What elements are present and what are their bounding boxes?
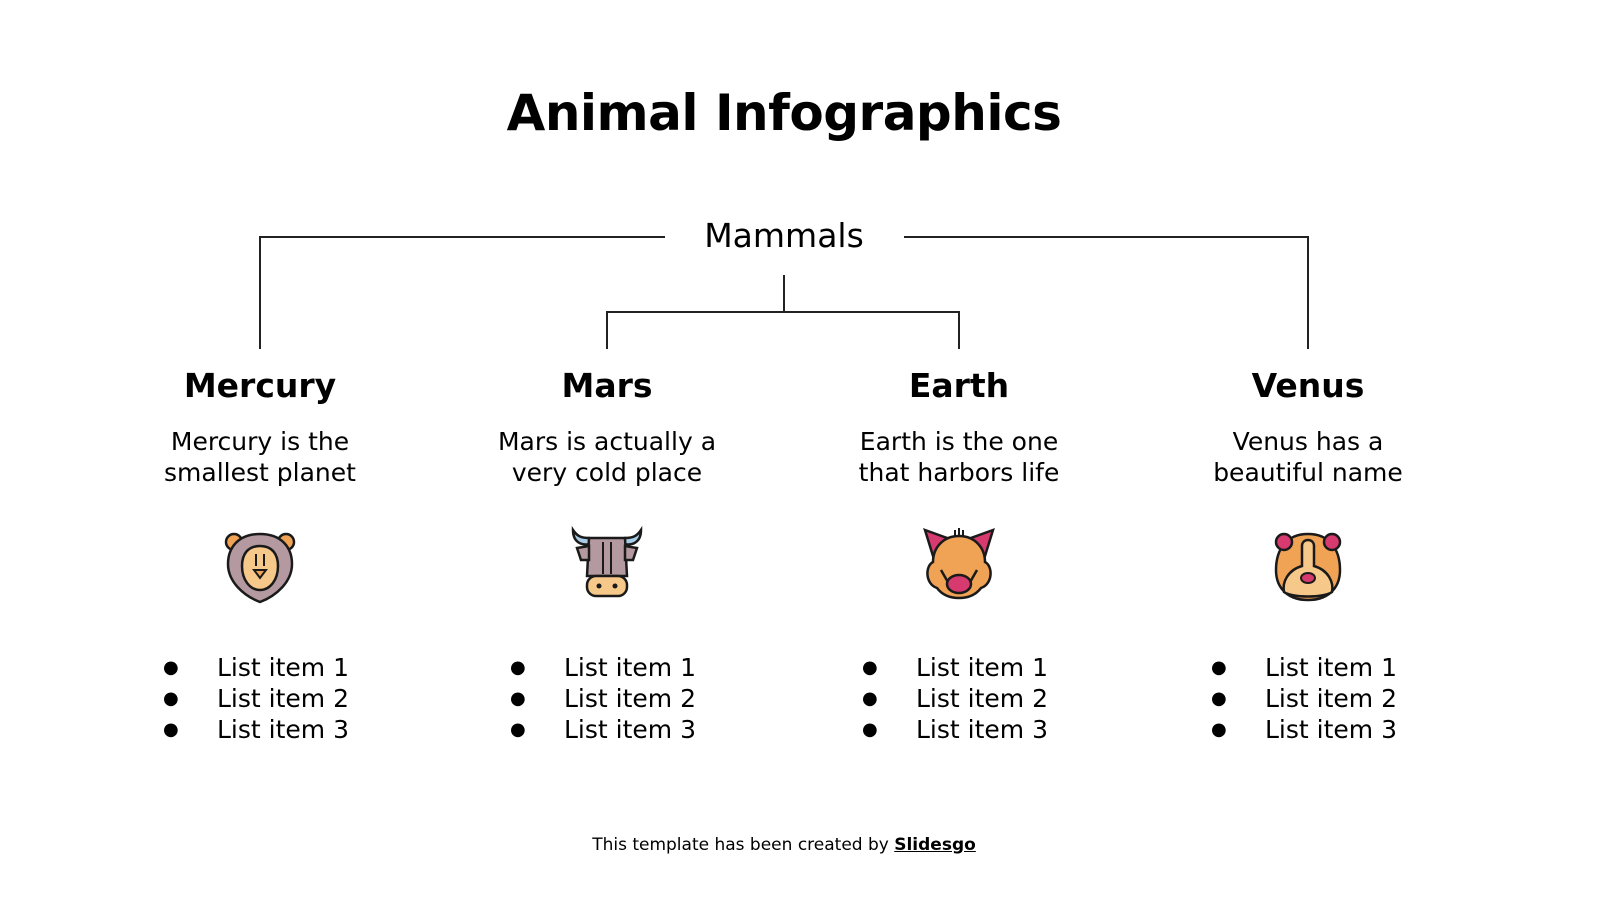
connector-line (904, 236, 1309, 238)
list-item: List item 2 (95, 683, 425, 714)
footer-credit: This template has been created by Slides… (592, 835, 976, 855)
list-item: List item 2 (1143, 683, 1473, 714)
root-node-label: Mammals (704, 216, 864, 255)
connector-line (1307, 236, 1309, 349)
connector-line (783, 275, 785, 313)
connector-line (259, 236, 261, 349)
column-heading: Mars (561, 366, 653, 405)
list-item: List item 3 (95, 714, 425, 745)
bullet-list: List item 1 List item 2 List item 3 (1143, 652, 1473, 745)
connector-line (606, 311, 960, 313)
column-description: Mars is actually a very cold place (497, 427, 717, 487)
bullet-list: List item 1 List item 2 List item 3 (95, 652, 425, 745)
column-heading: Earth (908, 366, 1010, 405)
boar-icon (923, 527, 995, 600)
column-heading: Venus (1251, 366, 1365, 405)
bullet-list: List item 1 List item 2 List item 3 (794, 652, 1124, 745)
list-item: List item 1 (1143, 652, 1473, 683)
list-item: List item 3 (794, 714, 1124, 745)
column-description: Venus has a beautiful name (1213, 427, 1403, 487)
page-title: Animal Infographics (506, 84, 1062, 142)
bull-icon (571, 525, 643, 598)
column-heading: Mercury (183, 366, 337, 405)
connector-line (259, 236, 665, 238)
list-item: List item 3 (442, 714, 772, 745)
lion-icon (224, 532, 296, 604)
list-item: List item 1 (95, 652, 425, 683)
column-description: Earth is the one that harbors life (858, 427, 1060, 487)
list-item: List item 2 (442, 683, 772, 714)
connector-line (958, 311, 960, 349)
slidesgo-link[interactable]: Slidesgo (894, 835, 976, 855)
column-description: Mercury is the smallest planet (164, 427, 356, 487)
column-earth: Earth Earth is the one that harbors life … (794, 366, 1124, 745)
list-item: List item 2 (794, 683, 1124, 714)
list-item: List item 1 (794, 652, 1124, 683)
list-item: List item 3 (1143, 714, 1473, 745)
list-item: List item 1 (442, 652, 772, 683)
bullet-list: List item 1 List item 2 List item 3 (442, 652, 772, 745)
hamster-icon (1274, 532, 1342, 602)
connector-line (606, 311, 608, 349)
